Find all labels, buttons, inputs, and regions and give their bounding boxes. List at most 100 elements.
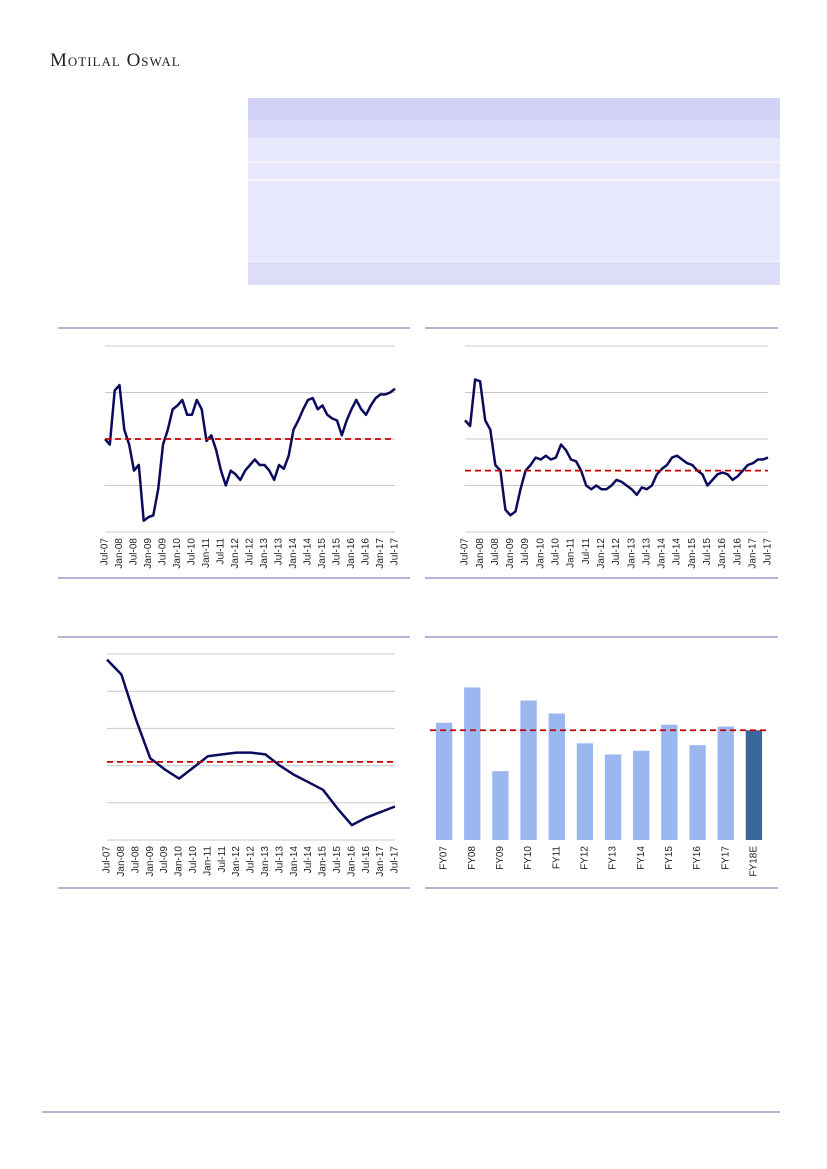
x-tick-label: Jul-14: [303, 538, 314, 566]
data-line: [104, 383, 396, 523]
x-tick-label: FY16: [692, 846, 703, 870]
x-tick-label: Jul-11: [581, 538, 592, 565]
x-tick-label: Jul-07: [102, 846, 113, 874]
x-tick-label: Jan-10: [172, 538, 183, 569]
bar: [717, 726, 734, 840]
x-tick-label: Jan-15: [317, 538, 328, 569]
x-tick-label: Jan-17: [747, 538, 758, 569]
x-tick-label: Jan-09: [505, 538, 516, 569]
x-tick-label: Jan-14: [289, 846, 300, 877]
x-tick-label: FY07: [439, 846, 450, 870]
x-tick-label: Jul-07: [100, 538, 111, 566]
bar: [633, 750, 650, 840]
x-tick-label: Jul-17: [763, 538, 774, 566]
chart: Jul-07 Jan-08 Jul-08 Jan-09 Jul-09 Jan-10 Jul-…: [102, 653, 401, 877]
table-row: [248, 262, 780, 285]
x-tick-label: FY14: [636, 846, 647, 870]
x-tick-label: Jul-09: [159, 846, 170, 874]
x-tick-label: Jan-17: [375, 846, 386, 877]
x-tick-label: Jan-14: [288, 538, 299, 569]
chart: Jul-07 Jan-08 Jul-08 Jan-09 Jul-09 Jan-10 Jul-…: [100, 345, 401, 569]
chart: FY07 FY08 FY09 FY10 FY11 FY12 FY13 FY14 FY15 FY16…: [430, 687, 768, 877]
x-tick-label: FY17: [720, 846, 731, 870]
bar: [689, 745, 706, 840]
x-tick-label: Jan-10: [174, 846, 185, 877]
bar: [548, 713, 565, 840]
x-tick-label: Jan-17: [375, 538, 386, 569]
x-tick-label: Jan-11: [202, 846, 213, 876]
x-tick-label: Jul-09: [158, 538, 169, 566]
x-tick-label: Jan-15: [318, 846, 329, 877]
x-tick-label: Jan-08: [475, 538, 486, 569]
x-tick-label: FY08: [467, 846, 478, 870]
x-tick-label: Jul-14: [303, 846, 314, 874]
x-tick-label: Jul-15: [332, 846, 343, 874]
x-tick-label: Jan-13: [626, 538, 637, 569]
x-tick-label: Jul-16: [732, 538, 743, 566]
x-tick-label: Jan-16: [346, 846, 357, 877]
x-tick-label: FY10: [523, 846, 534, 870]
x-tick-label: Jan-14: [657, 538, 668, 569]
x-tick-label: Jan-11: [566, 538, 577, 568]
x-tick-label: Jul-16: [361, 846, 372, 874]
x-tick-label: Jul-10: [187, 538, 198, 566]
chart: Jul-07 Jan-08 Jul-08 Jan-09 Jul-09 Jan-10 Jul-…: [460, 345, 774, 569]
x-tick-label: Jan-15: [687, 538, 698, 569]
x-tick-label: Jul-13: [641, 538, 652, 566]
x-tick-label: Jul-12: [245, 538, 256, 566]
bar: [661, 724, 678, 840]
x-tick-label: FY11: [551, 846, 562, 870]
x-tick-label: Jul-09: [520, 538, 531, 566]
x-tick-label: Jul-08: [129, 538, 140, 566]
x-tick-label: Jan-12: [596, 538, 607, 569]
x-tick-label: Jul-12: [246, 846, 257, 874]
x-tick-label: Jan-09: [145, 846, 156, 877]
x-tick-label: Jul-07: [460, 538, 471, 566]
x-tick-label: Jul-15: [332, 538, 343, 566]
bar: [745, 730, 763, 840]
x-tick-label: FY12: [580, 846, 591, 870]
x-tick-label: Jul-10: [188, 846, 199, 874]
x-tick-label: Jul-15: [702, 538, 713, 566]
table: [248, 98, 780, 285]
x-tick-label: Jul-10: [551, 538, 562, 566]
x-tick-label: Jul-17: [390, 538, 401, 566]
x-tick-label: FY09: [495, 846, 506, 870]
bar: [435, 722, 453, 840]
bar: [520, 700, 537, 840]
x-tick-label: Jul-13: [274, 538, 285, 566]
x-tick-label: Jan-16: [717, 538, 728, 569]
bar: [604, 754, 622, 840]
x-tick-label: Jan-08: [116, 846, 127, 877]
brand: Motilal Oswal: [50, 50, 181, 71]
x-tick-label: Jul-12: [611, 538, 622, 566]
table-row: [248, 120, 780, 138]
x-tick-label: Jan-16: [346, 538, 357, 569]
x-tick-label: FY18E: [749, 846, 760, 877]
x-tick-label: FY13: [608, 846, 619, 870]
x-tick-label: Jan-13: [260, 846, 271, 877]
x-tick-label: Jan-12: [231, 846, 242, 877]
x-tick-label: Jan-08: [114, 538, 125, 569]
x-tick-label: Jan-11: [201, 538, 212, 568]
bar: [464, 687, 481, 840]
x-tick-label: Jan-13: [259, 538, 270, 569]
x-tick-label: Jul-16: [361, 538, 372, 566]
x-tick-label: Jul-11: [216, 538, 227, 565]
bar: [492, 771, 509, 840]
x-tick-label: Jul-14: [672, 538, 683, 566]
x-tick-label: Jan-10: [535, 538, 546, 569]
x-tick-label: Jul-08: [490, 538, 501, 566]
x-tick-label: Jul-17: [390, 846, 401, 874]
table-header: [248, 98, 780, 120]
x-tick-label: Jul-08: [130, 846, 141, 874]
data-line: [464, 378, 769, 517]
data-line: [106, 658, 396, 827]
bar: [576, 743, 594, 840]
x-tick-label: FY15: [664, 846, 675, 870]
x-tick-label: Jul-13: [274, 846, 285, 874]
frames: [42, 327, 780, 1113]
x-tick-label: Jan-09: [143, 538, 154, 569]
x-tick-label: Jan-12: [230, 538, 241, 569]
